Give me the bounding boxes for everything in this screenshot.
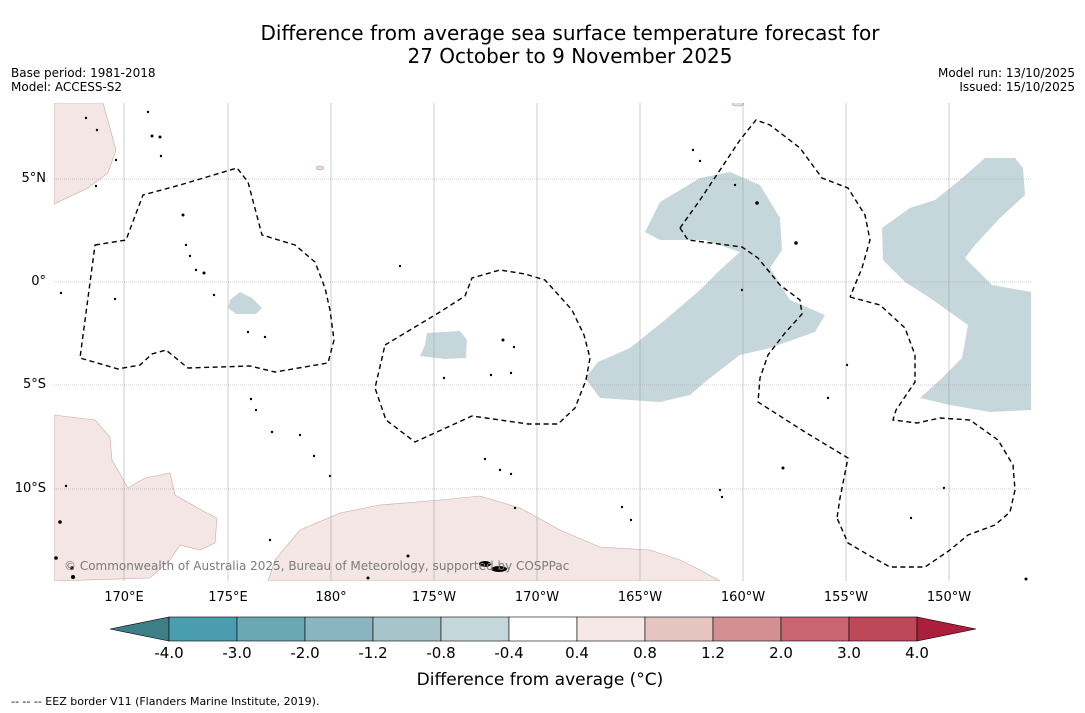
colorbar-title: Difference from average (°C) <box>416 670 664 690</box>
cb-tick-label: -4.0 <box>154 644 184 662</box>
cool-anomaly-areas <box>228 158 1031 412</box>
eez-legend: -- -- -- EEZ border V11 (Flanders Marine… <box>11 695 320 708</box>
lon-label-165w: 165°W <box>617 590 663 605</box>
cb-tick-label: 3.0 <box>837 644 861 662</box>
lat-label-5n: 5°N <box>21 171 47 186</box>
cb-tick-label: 4.0 <box>905 644 929 662</box>
lon-label-175w: 175°W <box>411 590 457 605</box>
lat-label-5s: 5°S <box>22 377 46 392</box>
colorbar-bin <box>440 616 510 642</box>
colorbar-bin <box>372 616 442 642</box>
lon-label-175e: 175°E <box>208 590 248 605</box>
anomaly-small-center <box>420 331 467 359</box>
land-bottom-left <box>54 414 218 581</box>
cb-tick-label: 1.2 <box>701 644 725 662</box>
lon-label-170e: 170°E <box>104 590 144 605</box>
lat-label-10s: 10°S <box>14 481 46 496</box>
colorbar-bin <box>304 616 374 642</box>
eez-east-inner <box>679 227 849 519</box>
copyright-notice: © Commonwealth of Australia 2025, Bureau… <box>64 559 570 573</box>
issued-date: Issued: 15/10/2025 <box>959 80 1075 94</box>
colorbar <box>109 616 977 642</box>
colorbar-bin <box>712 616 782 642</box>
lon-label-160w: 160°W <box>720 590 766 605</box>
base-period: Base period: 1981-2018 <box>11 66 156 80</box>
model-run: Model run: 13/10/2025 <box>937 66 1075 80</box>
colorbar-bin <box>644 616 714 642</box>
anomaly-central-pacific <box>585 172 825 402</box>
eez-east-south <box>836 296 1016 568</box>
colorbar-bin <box>508 616 578 642</box>
cb-tick-label: -2.0 <box>290 644 320 662</box>
anomaly-small-west <box>228 292 262 314</box>
colorbar-bin <box>848 616 918 642</box>
land-bottom-center <box>267 495 721 581</box>
model-name: Model: ACCESS-S2 <box>11 80 123 94</box>
title-line-2: 27 October to 9 November 2025 <box>407 44 733 68</box>
lat-label-0: 0° <box>31 274 46 289</box>
lon-label-180: 180° <box>315 590 347 605</box>
cb-tick-label: 0.8 <box>633 644 657 662</box>
land-top-left <box>54 103 117 205</box>
cb-tick-label: -1.2 <box>358 644 388 662</box>
anomaly-east-pacific <box>882 158 1031 412</box>
colorbar-extend-high <box>916 616 977 642</box>
eez-center <box>374 269 591 443</box>
graticule <box>54 103 1031 581</box>
cb-tick-label: 0.4 <box>565 644 589 662</box>
eez-borders <box>79 119 1016 568</box>
meta-left: Base period: 1981-2018 Model: ACCESS-S2 <box>11 66 156 94</box>
eez-east-north <box>679 119 871 298</box>
chart-title: Difference from average sea surface temp… <box>0 22 1085 68</box>
colorbar-bin <box>236 616 306 642</box>
lon-label-150w: 150°W <box>926 590 972 605</box>
colorbar-bin <box>780 616 850 642</box>
cb-tick-label: 2.0 <box>769 644 793 662</box>
cb-tick-label: -0.8 <box>426 644 456 662</box>
cb-tick-label: -3.0 <box>222 644 252 662</box>
colorbar-bin <box>168 616 238 642</box>
lon-label-155w: 155°W <box>823 590 869 605</box>
colorbar-extend-low <box>109 616 170 642</box>
eez-west <box>79 167 335 373</box>
land-areas <box>54 103 721 581</box>
meta-right: Model run: 13/10/2025 Issued: 15/10/2025 <box>938 66 1075 94</box>
islands <box>54 103 1028 581</box>
title-line-1: Difference from average sea surface temp… <box>260 21 880 45</box>
colorbar-bin <box>576 616 646 642</box>
lon-label-170w: 170°W <box>514 590 560 605</box>
cb-tick-label: -0.4 <box>494 644 524 662</box>
